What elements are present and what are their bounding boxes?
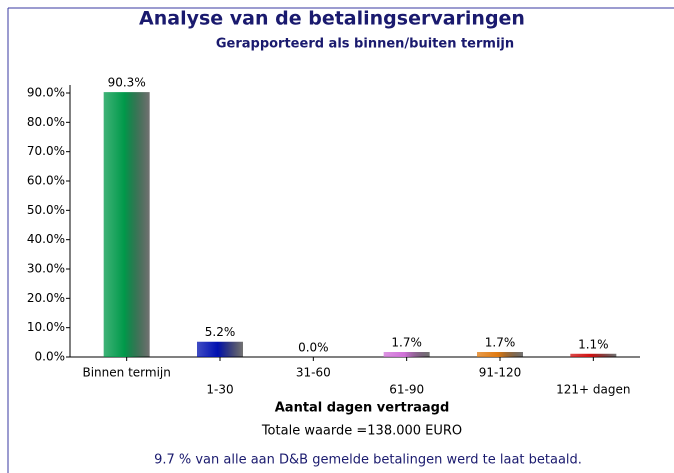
y-tick-label: 40.0%: [27, 232, 65, 246]
chart-subtitle: Gerapporteerd als binnen/buiten termijn: [216, 37, 514, 52]
y-tick-label: 30.0%: [27, 262, 65, 276]
x-tick-label: 91-120: [479, 366, 522, 380]
x-axis-label: Aantal dagen vertraagd: [275, 401, 450, 416]
y-tick-label: 70.0%: [27, 144, 65, 158]
value-label: 1.1%: [578, 337, 609, 351]
chart-title: Analyse van de betalingservaringen: [139, 8, 525, 30]
y-tick-label: 90.0%: [27, 86, 65, 100]
y-tick-label: 10.0%: [27, 320, 65, 334]
bar: [383, 352, 430, 357]
bar: [477, 352, 523, 357]
total-note: Totale waarde =138.000 EURO: [261, 424, 462, 439]
y-tick-label: 0.0%: [35, 350, 66, 364]
y-tick-label: 20.0%: [27, 291, 65, 305]
y-tick-label: 60.0%: [27, 174, 65, 188]
value-label: 1.7%: [391, 336, 422, 350]
y-tick-label: 80.0%: [27, 115, 65, 129]
footer-note: 9.7 % van alle aan D&B gemelde betalinge…: [154, 453, 582, 468]
value-label: 0.0%: [298, 341, 329, 355]
x-tick-label: 61-90: [389, 383, 424, 397]
x-tick-label: 1-30: [206, 383, 233, 397]
x-tick-label: 31-60: [296, 366, 331, 380]
bar: [570, 353, 617, 357]
y-tick-label: 50.0%: [27, 203, 65, 217]
bar: [197, 341, 243, 357]
value-label: 5.2%: [205, 325, 236, 339]
bar: [103, 92, 150, 358]
value-label: 90.3%: [108, 76, 146, 90]
x-tick-label: Binnen termijn: [82, 366, 170, 380]
x-tick-label: 121+ dagen: [556, 383, 630, 397]
value-label: 1.7%: [485, 336, 516, 350]
